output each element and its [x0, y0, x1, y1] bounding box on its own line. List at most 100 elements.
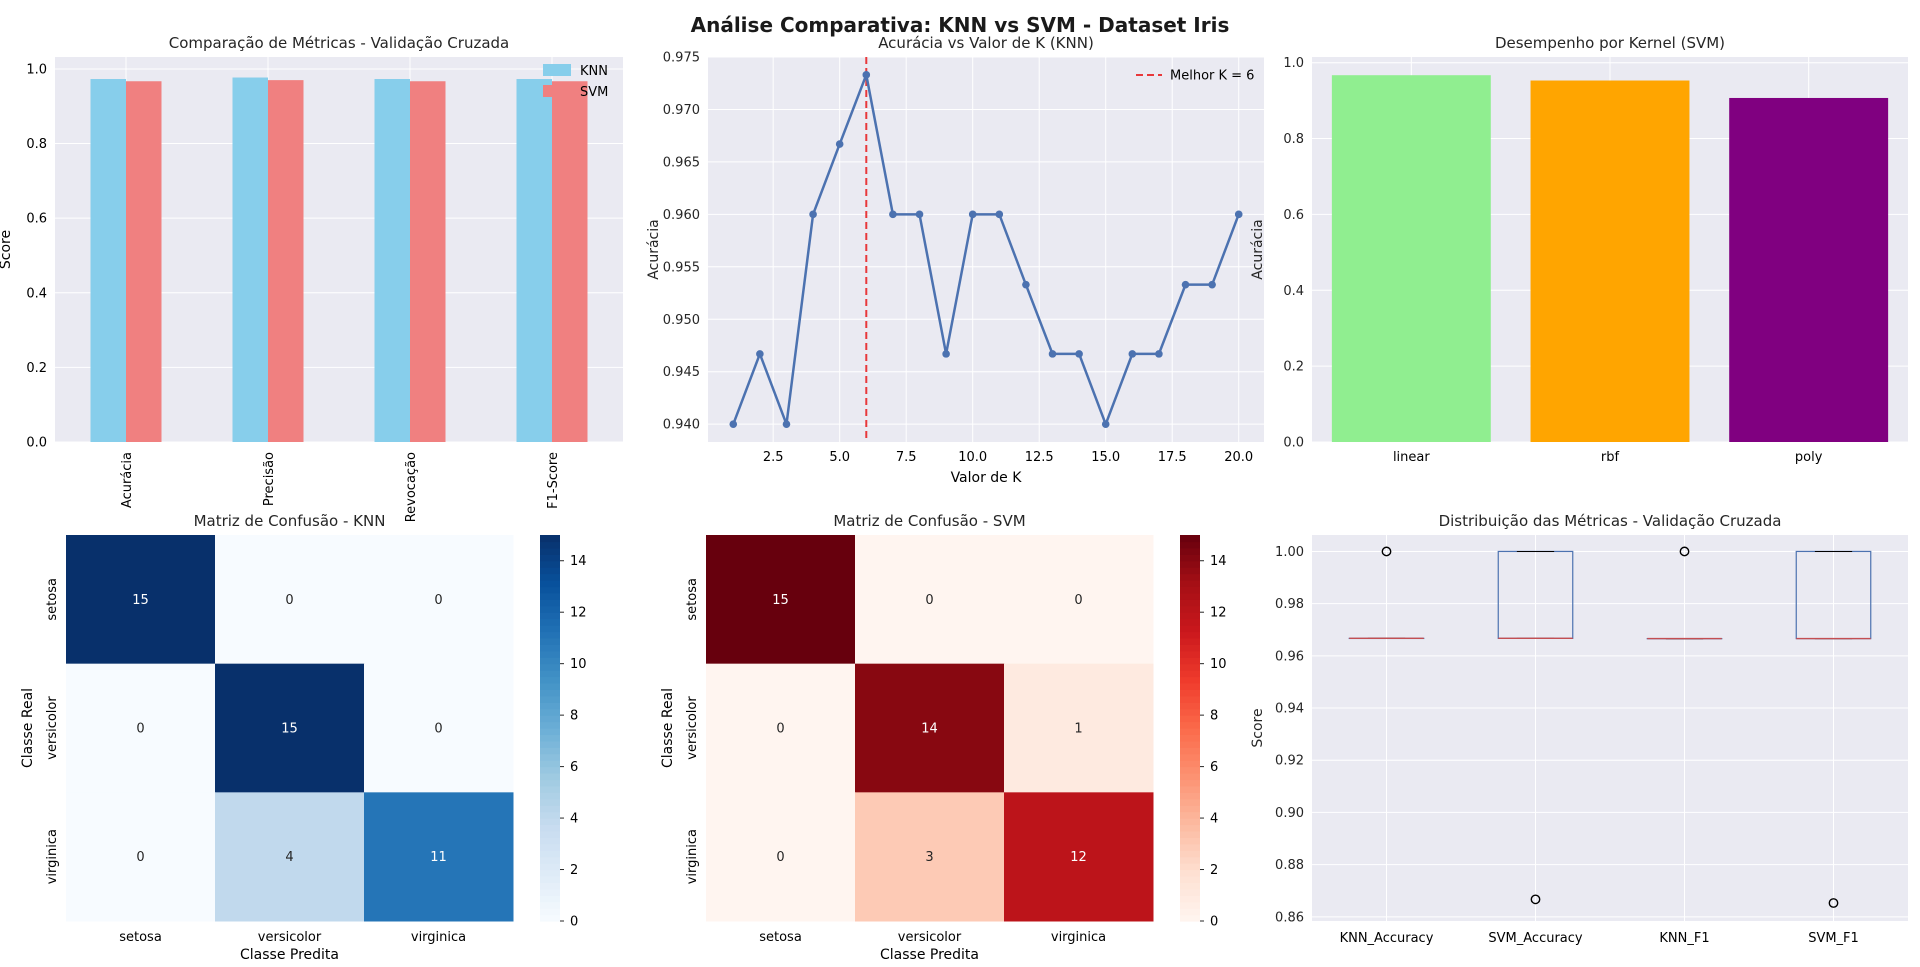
cm-svm-cell-value: 15: [772, 593, 789, 608]
cm-svm-ytick-label: virginica: [685, 829, 700, 884]
cm-svm-colorbar-label: 10: [1210, 657, 1227, 672]
cm-svm-cell: [706, 535, 856, 665]
kernels-ytick-label: 0.0: [1283, 436, 1304, 451]
cm-knn-ytick-label: versicolor: [45, 696, 60, 760]
cm-knn-colorbar-label: 14: [570, 554, 587, 569]
metrics-legend-swatch: [543, 85, 571, 97]
cm-knn-cell: [215, 535, 365, 665]
boxplot-ylabel: Score: [1250, 708, 1266, 747]
cm-svm-xtick-label: versicolor: [898, 930, 962, 945]
cm-svm-colorbar-segment: [1180, 901, 1200, 909]
metrics-bar-knn: [516, 79, 552, 443]
k-curve-point: [968, 210, 977, 219]
cm-svm-cell: [855, 663, 1005, 793]
cm-svm-colorbar-segment: [1180, 592, 1200, 600]
cm-knn-colorbar-segment: [540, 850, 560, 858]
cm-knn-cell-value: 0: [136, 722, 144, 737]
cm-svm-colorbar-segment: [1180, 676, 1200, 684]
k-curve-point: [862, 71, 871, 79]
cm-knn-colorbar-segment: [540, 728, 560, 736]
kernels-ytick-label: 1.0: [1283, 56, 1304, 71]
cm-knn-colorbar-segment: [540, 753, 560, 761]
boxplot-xtick-label: KNN_Accuracy: [1340, 931, 1434, 946]
cm-svm-colorbar-segment: [1180, 792, 1200, 800]
cm-knn-cell: [364, 663, 514, 793]
cm-knn-colorbar-segment: [540, 805, 560, 813]
cm-knn-colorbar-segment: [540, 747, 560, 755]
cm-knn-colorbar-segment: [540, 721, 560, 729]
metrics-ytick-label: 1.0: [26, 62, 47, 77]
k-curve-point: [835, 140, 844, 148]
k-curve-ylabel: Acurácia: [646, 219, 662, 279]
cm-svm-colorbar-segment: [1180, 843, 1200, 851]
figure-title: Análise Comparativa: KNN vs SVM - Datase…: [690, 13, 1230, 37]
cm-knn-colorbar-segment: [540, 715, 560, 723]
k-curve-point: [782, 420, 791, 428]
k-curve-ytick-label: 0.970: [663, 103, 700, 118]
cm-svm-cell: [706, 663, 856, 793]
cm-svm-colorbar-segment: [1180, 760, 1200, 768]
cm-svm-colorbar-segment: [1180, 618, 1200, 626]
cm-svm-colorbar-segment: [1180, 837, 1200, 845]
kernels-bar-rbf: [1530, 80, 1690, 442]
cm-knn-colorbar-segment: [540, 869, 560, 877]
cm-svm-colorbar-segment: [1180, 753, 1200, 761]
cm-svm-xtick-label: virginica: [1051, 930, 1106, 945]
k-curve-title: Acurácia vs Valor de K (KNN): [878, 34, 1094, 52]
k-curve-point: [1181, 280, 1190, 289]
cm-svm-cell: [706, 792, 856, 922]
k-curve-xlabel: Valor de K: [951, 470, 1023, 486]
cm-knn-colorbar-segment: [540, 554, 560, 562]
metrics-ytick-label: 0.8: [26, 137, 47, 152]
boxplot-outlier: [1530, 894, 1541, 905]
cm-knn-colorbar-segment: [540, 541, 560, 549]
metrics-title: Comparação de Métricas - Validação Cruza…: [169, 34, 509, 52]
cm-knn-colorbar-label: 8: [570, 709, 578, 724]
cm-svm-colorbar-segment: [1180, 631, 1200, 639]
cm-svm-colorbar-segment: [1180, 747, 1200, 755]
cm-svm-colorbar-label: 8: [1210, 709, 1218, 724]
cm-knn-colorbar-segment: [540, 773, 560, 781]
kernels-title: Desempenho por Kernel (SVM): [1495, 34, 1725, 52]
cm-svm-colorbar-segment: [1180, 586, 1200, 594]
metrics-ytick-label: 0.2: [26, 361, 47, 376]
kernels-ylabel: Acurácia: [1250, 219, 1266, 279]
cm-knn-colorbar-segment: [540, 631, 560, 639]
cm-knn-title: Matriz de Confusão - KNN: [194, 512, 386, 530]
cm-knn-xtick-label: virginica: [411, 930, 466, 945]
metrics-ytick-label: 0.6: [26, 212, 47, 227]
boxplot-outlier: [1828, 898, 1839, 908]
cm-svm-cell: [1004, 792, 1154, 922]
cm-svm-colorbar-label: 14: [1210, 554, 1227, 569]
metrics-ytick-label: 0.4: [26, 286, 47, 301]
boxplot-outlier: [1679, 546, 1690, 557]
k-curve-xtick-label: 12.5: [1025, 450, 1054, 465]
cm-svm-colorbar-segment: [1180, 657, 1200, 665]
cm-knn-colorbar-segment: [540, 625, 560, 633]
cm-knn-colorbar-segment: [540, 567, 560, 575]
cm-svm-colorbar-segment: [1180, 895, 1200, 903]
boxplot-title: Distribuição das Métricas - Validação Cr…: [1439, 512, 1782, 530]
k-curve-point: [1128, 350, 1137, 358]
cm-svm-cell-value: 0: [776, 850, 784, 865]
cm-svm-ylabel: Classe Real: [660, 688, 676, 768]
cm-svm-colorbar-segment: [1180, 830, 1200, 838]
cm-svm-cell: [1004, 535, 1154, 665]
cm-svm-cell-value: 0: [925, 593, 933, 608]
k-curve-xtick-label: 20.0: [1224, 450, 1253, 465]
cm-svm-colorbar-segment: [1180, 580, 1200, 588]
k-curve-xtick-label: 5.0: [829, 450, 850, 465]
cm-knn-cell: [66, 663, 216, 793]
cm-knn-ylabel: Classe Real: [20, 688, 36, 768]
cm-svm-colorbar-segment: [1180, 811, 1200, 819]
cm-knn-cell: [66, 792, 216, 922]
cm-knn-colorbar-segment: [540, 734, 560, 742]
cm-svm-colorbar-label: 2: [1210, 863, 1218, 878]
cm-svm-colorbar-label: 12: [1210, 606, 1227, 621]
k-curve-point: [1075, 350, 1083, 358]
cm-knn-colorbar-segment: [540, 702, 560, 710]
k-curve-ytick-label: 0.975: [663, 51, 700, 66]
kernels-bar-linear: [1331, 75, 1491, 442]
cm-knn-cell-value: 11: [430, 850, 447, 865]
